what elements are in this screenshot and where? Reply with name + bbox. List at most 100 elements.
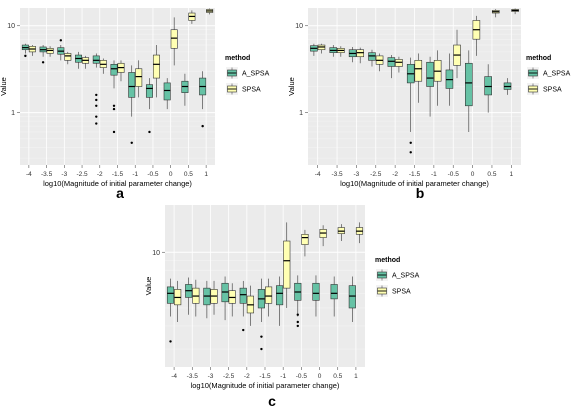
box-iqr [484,76,492,96]
outlier-point [95,104,98,107]
box-SPSA--1.5 [264,278,273,317]
box-SPSA--0.5 [301,229,309,257]
box-SPSA--0.5 [152,45,160,98]
box-A_SPSA--2.5 [75,51,83,69]
legend-label-A_SPSA: A_SPSA [242,71,270,78]
x-tick-label: -1 [431,171,437,178]
legend-title: method [375,257,400,264]
outlier-point [112,107,116,111]
box-SPSA--3.5 [337,46,345,57]
outlier-point [130,141,133,145]
legend: method A_SPSA SPSA [526,55,571,95]
box-A_SPSA--1.5 [110,60,118,134]
panel-caption: b [416,185,425,201]
box-A_SPSA--3.5 [39,45,47,64]
box-A_SPSA--2 [239,280,247,332]
x-tick-label: -3.5 [41,171,53,178]
panel-caption: a [116,185,124,201]
box-SPSA-0 [472,15,481,56]
box-iqr [145,84,153,98]
box-SPSA-0.5 [188,10,196,24]
box-iqr [465,62,473,107]
box-SPSA--3 [64,51,72,65]
box-A_SPSA--4 [166,278,175,343]
chart-panel-a: 1 10 -4 -3.5 -3 -2.5 -2 -1.5 -1 -0.5 0 0.5 1 log10(Ma… [0,8,270,201]
box-iqr [414,60,423,82]
outlier-point [95,115,98,118]
x-tick-label: -3 [354,171,360,178]
outlier-point [41,61,45,64]
box-A_SPSA--1 [128,65,136,145]
box-SPSA--2.5 [228,283,236,317]
outlier-point [296,324,299,328]
outlier-point [242,328,245,332]
box-SPSA--3 [356,47,364,64]
box-SPSA-0 [170,17,178,66]
y-tick-label: 10 [295,23,303,30]
legend-label-A_SPSA: A_SPSA [392,273,420,280]
box-SPSA--3.5 [46,46,54,57]
box-A_SPSA--4 [310,43,318,56]
legend-label-SPSA: SPSA [392,289,411,296]
x-tick-label: 0 [169,171,173,178]
box-SPSA-0 [319,225,327,247]
legend: method A_SPSA SPSA [225,55,270,95]
x-tick-label: -0.5 [448,171,460,178]
box-A_SPSA--1 [276,276,284,326]
box-A_SPSA-0 [465,50,473,132]
box-A_SPSA--3.5 [185,277,193,315]
box-SPSA--0.5 [453,29,461,79]
box-iqr [239,287,247,304]
box-SPSA-1 [355,222,364,244]
box-iqr [330,284,338,300]
box-SPSA--3 [210,280,218,315]
legend-label-SPSA: SPSA [543,87,562,94]
box-iqr [348,285,356,309]
box-iqr [128,72,136,98]
box-SPSA--2 [246,285,254,326]
x-tick-label: 1 [354,373,358,380]
x-tick-label: -2.5 [76,171,88,178]
outlier-point [260,335,263,338]
outlier-point [296,320,299,324]
box-A_SPSA-0.5 [484,64,492,113]
box-iqr [395,59,403,67]
box-SPSA--2.5 [82,55,90,69]
legend-title: method [225,55,250,62]
outlier-point [95,122,98,125]
box-A_SPSA-0 [163,78,171,110]
box-A_SPSA-0 [312,275,320,317]
box-A_SPSA-1 [348,276,356,323]
x-tick-label: -1 [132,171,138,178]
box-SPSA--1.5 [117,60,125,82]
outlier-point [409,151,412,154]
box-A_SPSA--3 [57,39,65,61]
box-SPSA-1 [511,8,519,15]
x-tick-label: -1 [280,373,286,380]
box-iqr [426,61,434,87]
box-SPSA--4 [174,280,182,323]
x-tick-label: -2.5 [370,171,382,178]
x-tick-label: -1.5 [112,171,124,178]
outlier-point [95,93,98,97]
box-A_SPSA--1 [426,56,434,117]
x-tick-label: -0.5 [296,373,308,380]
box-iqr [166,286,175,304]
box-iqr [64,53,72,61]
y-tick-label: 1 [11,110,15,117]
x-tick-label: -2.5 [223,373,235,380]
outlier-point [169,340,172,343]
box-iqr [170,29,178,49]
outlier-point [24,54,27,58]
legend-label-A_SPSA: A_SPSA [543,71,571,78]
x-tick-label: -2 [244,373,250,380]
box-A_SPSA--0.5 [145,78,153,134]
y-tick-label: 1 [299,110,303,117]
box-A_SPSA--0.5 [445,53,454,106]
outlier-point [296,313,299,316]
x-tick-label: -1.5 [409,171,421,178]
y-axis-title: Value [0,77,8,96]
box-SPSA--4 [317,43,326,54]
box-SPSA--1 [135,60,143,98]
